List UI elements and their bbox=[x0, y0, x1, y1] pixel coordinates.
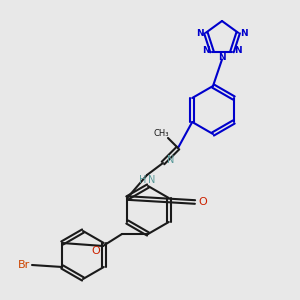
Text: N: N bbox=[148, 175, 156, 185]
Text: Br: Br bbox=[18, 260, 30, 270]
Text: N: N bbox=[202, 46, 210, 55]
Text: CH₃: CH₃ bbox=[153, 128, 169, 137]
Text: N: N bbox=[167, 155, 175, 165]
Text: N: N bbox=[240, 29, 248, 38]
Text: N: N bbox=[196, 29, 204, 38]
Text: N: N bbox=[218, 53, 226, 62]
Text: N: N bbox=[234, 46, 242, 55]
Text: O: O bbox=[199, 197, 207, 207]
Text: O: O bbox=[92, 246, 100, 256]
Text: H: H bbox=[139, 175, 147, 185]
